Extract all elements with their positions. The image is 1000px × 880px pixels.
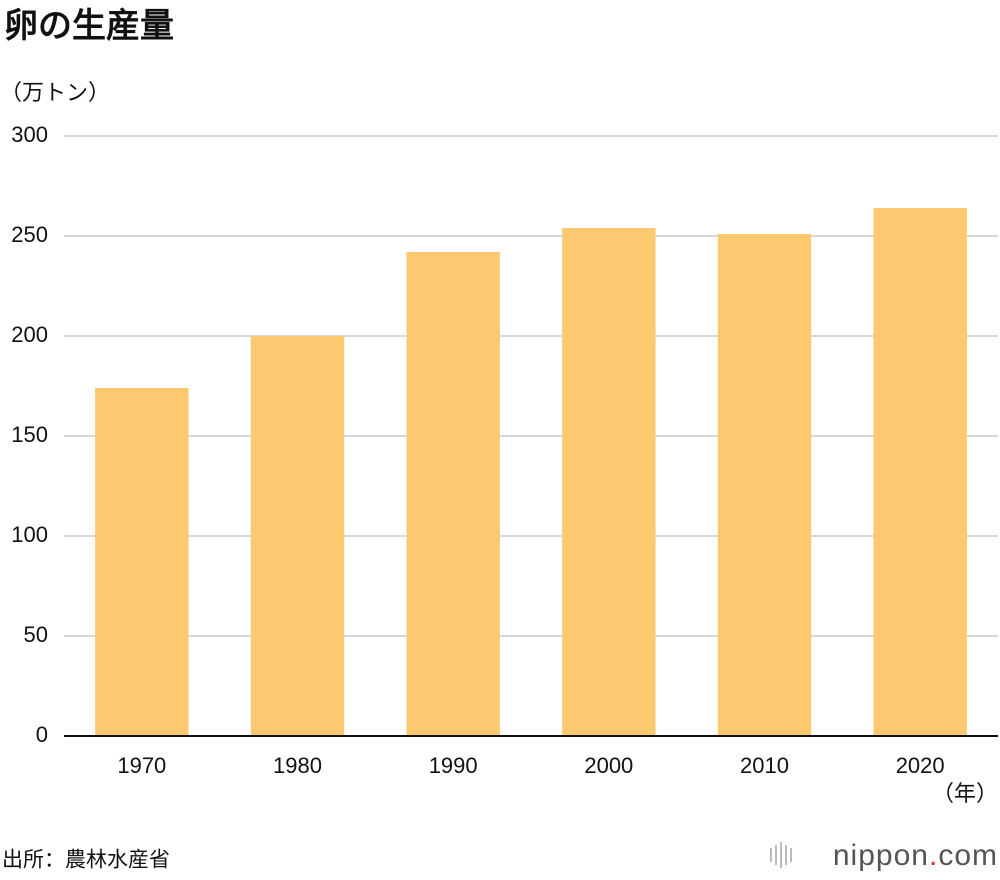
grid xyxy=(64,135,998,737)
x-tick-label: 1990 xyxy=(429,753,478,778)
logo-bars xyxy=(770,842,792,868)
bars xyxy=(95,208,967,736)
y-tick-label: 50 xyxy=(24,622,48,647)
y-axis-unit: （万トン） xyxy=(0,80,110,105)
chart-title: 卵の生産量 xyxy=(4,7,174,45)
y-tick-label: 250 xyxy=(11,222,48,247)
x-tick-label: 1980 xyxy=(273,753,322,778)
x-tick-label: 1970 xyxy=(117,753,166,778)
y-tick-label: 150 xyxy=(11,422,48,447)
y-tick-label: 0 xyxy=(36,722,48,747)
y-tick-label: 200 xyxy=(11,322,48,347)
logo-bar xyxy=(780,842,782,868)
logo-bar xyxy=(790,848,792,862)
x-axis-unit: （年） xyxy=(932,781,998,806)
bar xyxy=(873,208,967,736)
logo-dot: . xyxy=(929,839,938,872)
source: 出所：農林水産省 xyxy=(2,849,170,872)
logo-name: nippon xyxy=(833,839,929,872)
bar xyxy=(406,252,500,736)
logo: nippon.com xyxy=(833,839,998,872)
bar xyxy=(562,228,656,736)
x-tick-label: 2020 xyxy=(896,753,945,778)
x-tick-label: 2010 xyxy=(740,753,789,778)
logo-bar xyxy=(785,845,787,865)
bar xyxy=(250,336,345,736)
logo-tld: com xyxy=(938,839,998,872)
y-tick-label: 100 xyxy=(11,522,48,547)
y-tick-label: 300 xyxy=(11,122,48,147)
logo-bar xyxy=(775,845,777,865)
bar xyxy=(95,388,189,736)
x-tick-label: 2000 xyxy=(584,753,633,778)
logo-bar xyxy=(770,848,772,862)
bar xyxy=(717,234,812,736)
